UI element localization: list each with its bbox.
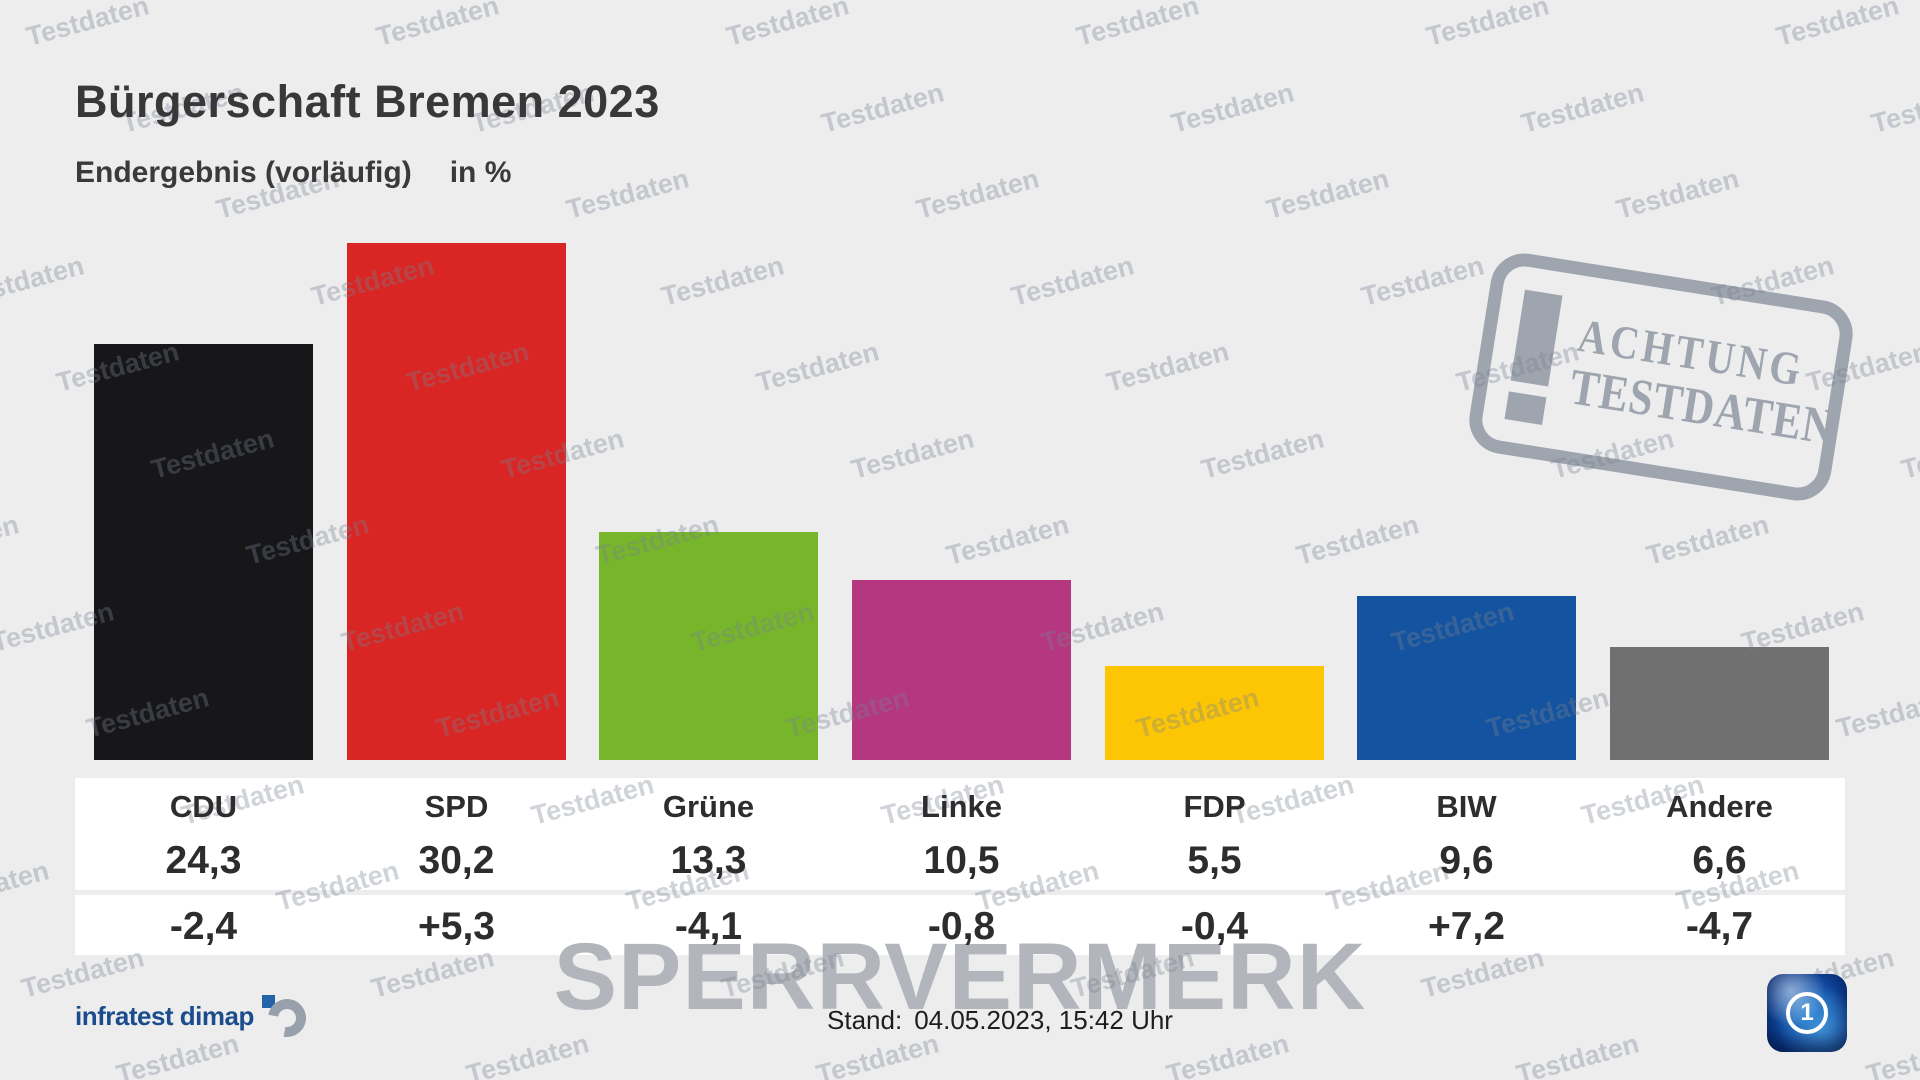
party-value: 10,5 bbox=[923, 839, 1000, 882]
bar-fdp bbox=[1105, 666, 1324, 760]
testdaten-watermark: Testdaten bbox=[1613, 163, 1743, 225]
party-value: 13,3 bbox=[670, 839, 747, 882]
testdaten-watermark: Testdaten bbox=[1163, 1028, 1293, 1080]
testdaten-watermark: Testdaten bbox=[813, 1028, 943, 1080]
party-column-fdp: FDP 5,5 -0,4 bbox=[1105, 778, 1324, 958]
unit-label: in % bbox=[449, 156, 512, 189]
testdaten-watermark: Testdaten bbox=[1643, 509, 1773, 571]
party-value: 24,3 bbox=[165, 839, 242, 882]
testdaten-watermark: Testdaten bbox=[913, 163, 1043, 225]
party-change: -4,1 bbox=[674, 905, 743, 948]
testdaten-watermark: Testdaten bbox=[1008, 249, 1138, 312]
ard-logo-icon: 1 bbox=[1767, 974, 1847, 1052]
party-name: SPD bbox=[424, 789, 489, 824]
party-column-linke: Linke 10,5 -0,8 bbox=[852, 778, 1071, 958]
party-change: -2,4 bbox=[169, 905, 238, 948]
testdaten-watermark: Testdaten bbox=[943, 509, 1073, 571]
testdaten-watermark: Testdaten bbox=[1863, 1028, 1920, 1080]
bar-cdu bbox=[94, 344, 313, 760]
party-column-biw: BIW 9,6 +7,2 bbox=[1357, 778, 1576, 958]
testdaten-watermark: Testdaten bbox=[463, 1028, 593, 1080]
testdaten-watermark: Testdaten bbox=[0, 509, 23, 571]
label-strip-values bbox=[75, 778, 1845, 890]
infratest-dimap-logo: infratest dimap bbox=[75, 1001, 254, 1031]
stand-label: Stand: bbox=[827, 1005, 903, 1035]
stand-value: 04.05.2023, 15:42 Uhr bbox=[914, 1005, 1173, 1035]
party-change: +5,3 bbox=[418, 905, 495, 948]
subtitle-text: Endergebnis (vorläufig) bbox=[75, 156, 412, 189]
party-change: -0,4 bbox=[1180, 905, 1249, 948]
party-change: -4,7 bbox=[1685, 905, 1754, 948]
party-value: 9,6 bbox=[1439, 839, 1494, 882]
testdaten-watermark: Testdaten bbox=[1103, 336, 1233, 398]
party-column-spd: SPD 30,2 +5,3 bbox=[347, 778, 566, 958]
party-name: BIW bbox=[1436, 789, 1497, 824]
testdaten-watermark: Testdaten bbox=[23, 0, 153, 52]
ard-one-glyph: 1 bbox=[1800, 999, 1814, 1026]
party-value: 6,6 bbox=[1692, 839, 1747, 882]
bar-andere bbox=[1610, 647, 1829, 760]
party-column-cdu: CDU 24,3 -2,4 bbox=[94, 778, 313, 958]
party-value: 30,2 bbox=[418, 839, 495, 882]
testdaten-watermark: Testdaten bbox=[1293, 509, 1423, 571]
bar-gruene bbox=[599, 532, 818, 760]
bar-linke bbox=[852, 580, 1071, 760]
timestamp: Stand: 04.05.2023, 15:42 Uhr bbox=[827, 1005, 1173, 1036]
label-strip-changes bbox=[75, 895, 1845, 955]
exclamation-icon bbox=[1504, 289, 1563, 425]
testdaten-watermark: Testdaten bbox=[1423, 0, 1553, 52]
party-column-andere: Andere 6,6 -4,7 bbox=[1610, 778, 1829, 958]
bar-biw bbox=[1357, 596, 1576, 760]
testdaten-watermark: Testdaten bbox=[373, 0, 503, 52]
party-name: Linke bbox=[921, 789, 1002, 824]
party-name: Grüne bbox=[662, 789, 755, 824]
testdaten-watermark: Testdaten bbox=[1518, 76, 1648, 139]
party-change: -0,8 bbox=[927, 905, 996, 948]
testdaten-watermark: Testdaten bbox=[1073, 0, 1203, 52]
testdaten-watermark: Testdaten bbox=[1833, 682, 1920, 744]
testdaten-watermark: Testdaten bbox=[0, 855, 53, 917]
testdaten-watermark: Testdaten bbox=[753, 336, 883, 398]
page-subtitle: Endergebnis (vorläufig) in % bbox=[75, 156, 511, 190]
testdaten-watermark: Testdaten bbox=[563, 163, 693, 225]
testdaten-watermark: Testdaten bbox=[1198, 422, 1328, 485]
testdaten-watermark: Testdaten bbox=[1868, 76, 1920, 139]
party-change: +7,2 bbox=[1428, 905, 1505, 948]
testdaten-watermark: Testdaten bbox=[818, 76, 948, 139]
testdaten-watermark: Testdaten bbox=[1513, 1028, 1643, 1080]
testdaten-watermark: Testdaten bbox=[723, 0, 853, 52]
testdaten-watermark: Testdaten bbox=[113, 1028, 243, 1080]
party-name: FDP bbox=[1183, 789, 1246, 824]
bar-spd bbox=[347, 243, 566, 760]
testdaten-watermark: Testdaten bbox=[1358, 249, 1488, 312]
testdaten-watermark: Testdaten bbox=[1898, 422, 1920, 485]
testdaten-watermark: Testdaten bbox=[658, 249, 788, 312]
testdaten-watermark: Testdaten bbox=[0, 249, 88, 312]
infratest-dimap-logo-icon bbox=[260, 991, 314, 1045]
sperrvermerk-overlay: SPERRVERMERK bbox=[553, 924, 1367, 1030]
party-column-gruene: Grüne 13,3 -4,1 bbox=[599, 778, 818, 958]
testdaten-watermark: Testdaten bbox=[1168, 76, 1298, 139]
party-name: Andere bbox=[1666, 789, 1773, 824]
testdaten-watermark: Testdaten bbox=[1263, 163, 1393, 225]
testdaten-watermark: Testdaten bbox=[848, 422, 978, 485]
testdaten-watermark: Testdaten bbox=[1773, 0, 1903, 52]
testdata-warning-stamp: ACHTUNG TESTDATEN bbox=[1464, 248, 1858, 506]
page-title: Bürgerschaft Bremen 2023 bbox=[75, 76, 660, 127]
party-name: CDU bbox=[169, 789, 238, 824]
party-value: 5,5 bbox=[1187, 839, 1242, 882]
